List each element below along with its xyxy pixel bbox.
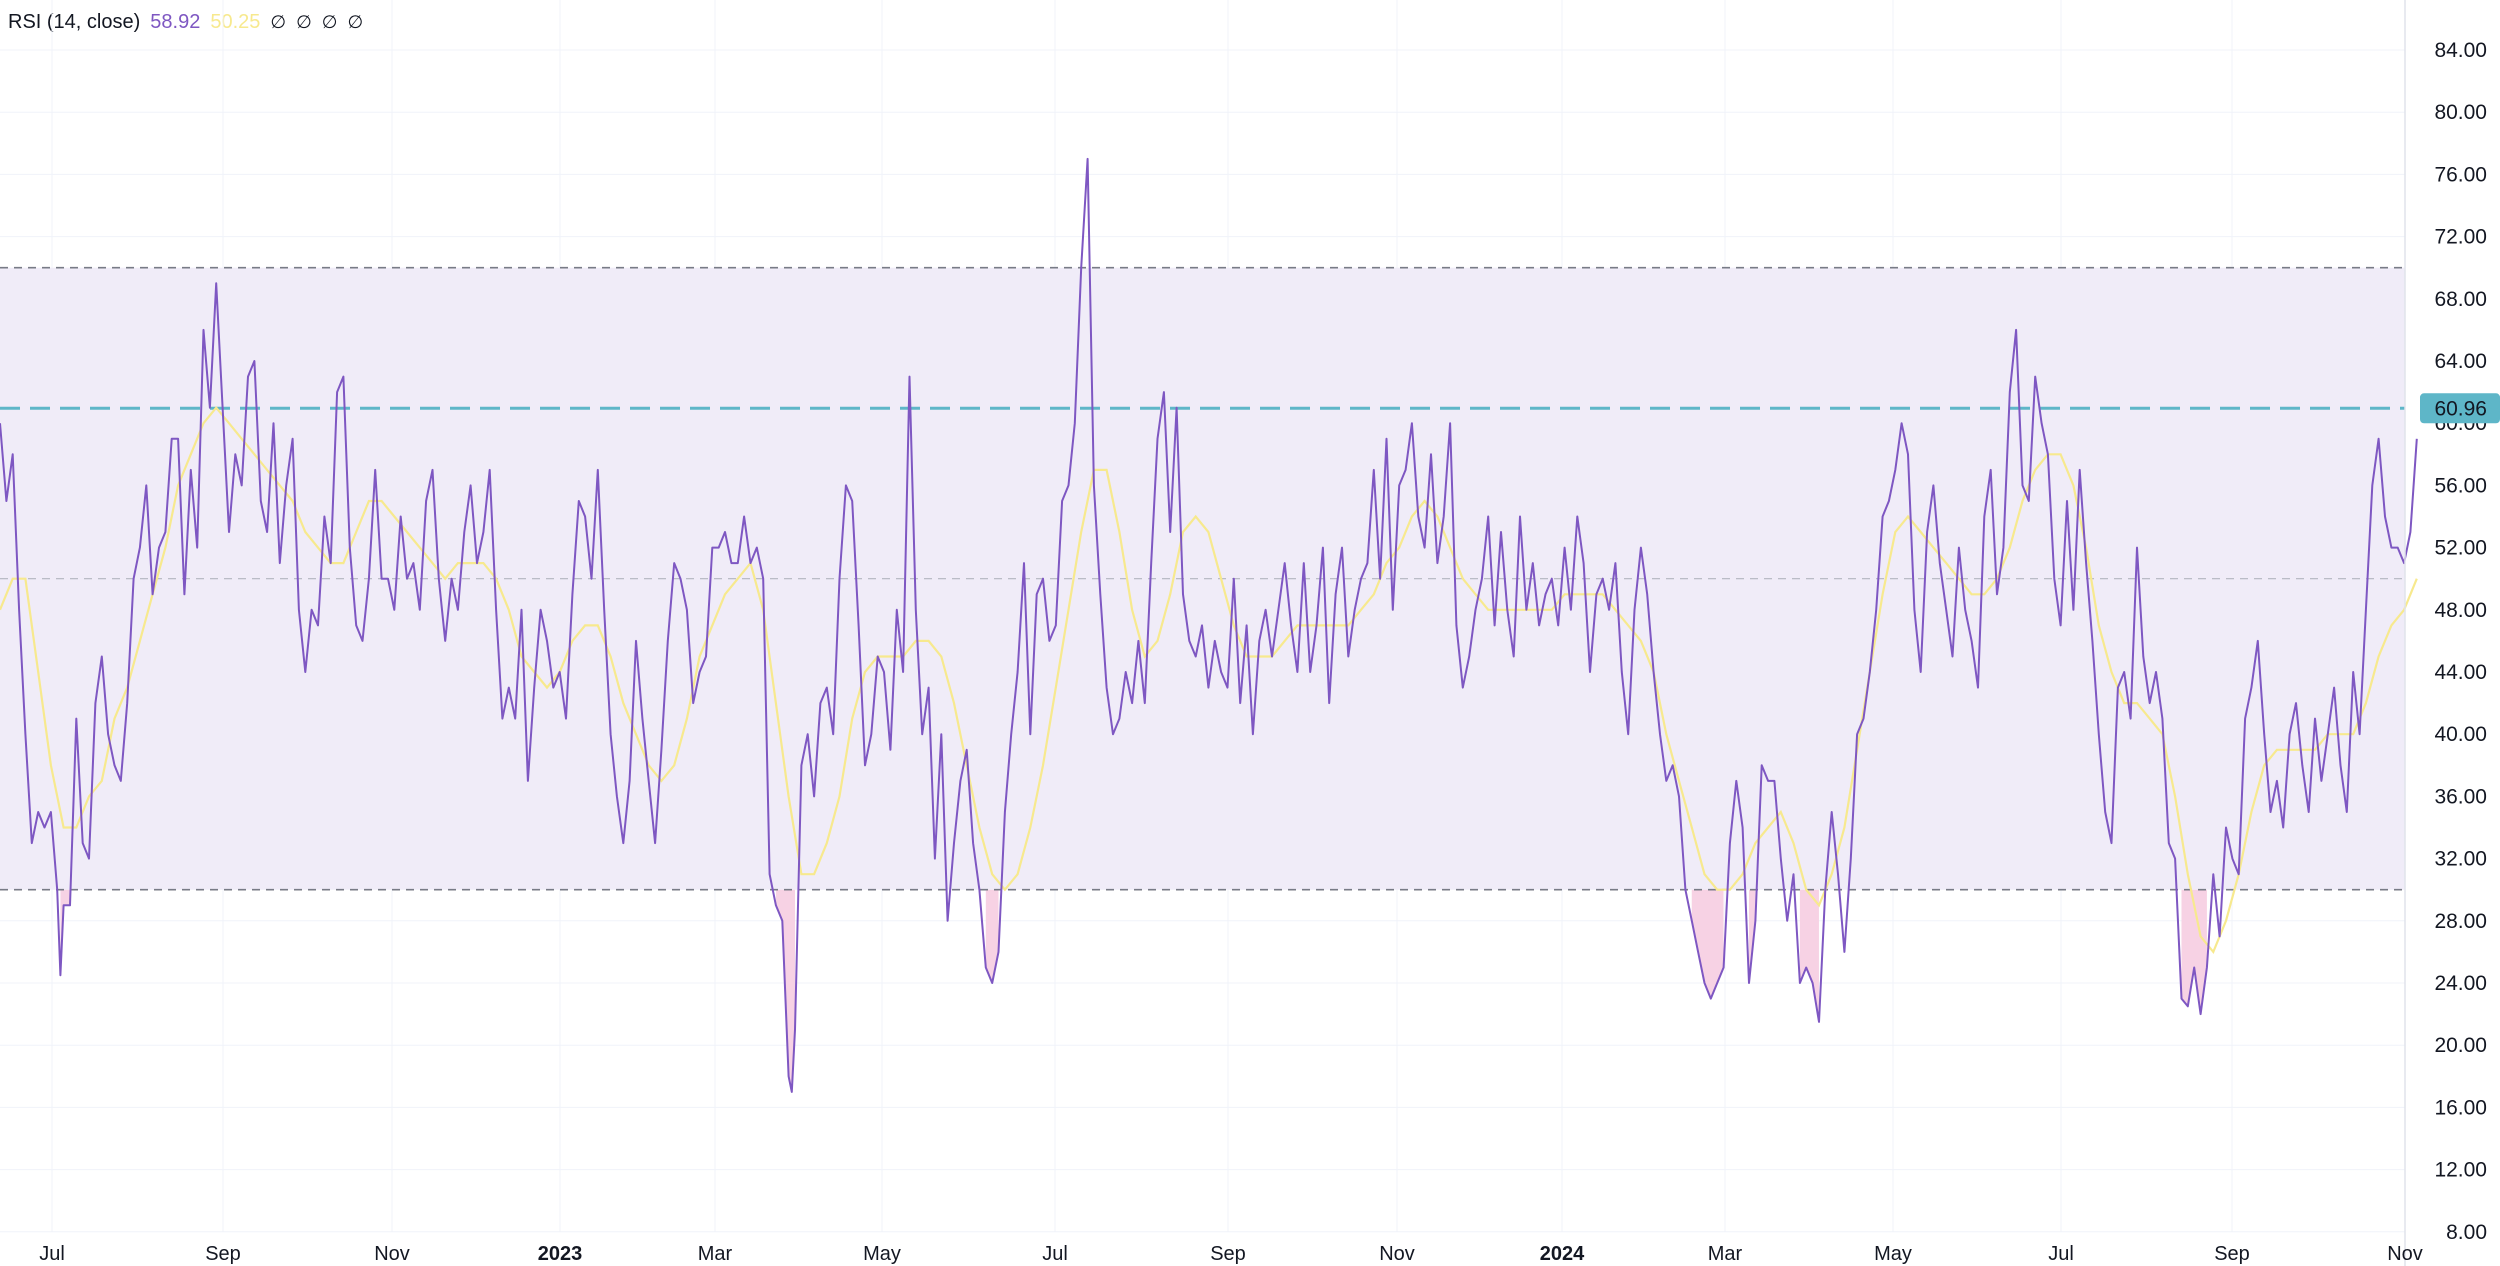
oversold-fills: [60, 889, 2207, 1092]
y-tick-label: 36.00: [2434, 785, 2487, 808]
x-tick-label: Nov: [374, 1243, 410, 1265]
rsi-value: 58.92: [150, 10, 201, 33]
indicator-title[interactable]: RSI (14, close): [8, 10, 141, 33]
y-tick-label: 8.00: [2446, 1221, 2487, 1244]
y-tick-label: 12.00: [2434, 1159, 2487, 1182]
rsi-line: [0, 157, 2418, 1093]
x-tick-label: Sep: [2214, 1243, 2250, 1265]
price-tag-label: 60.96: [2434, 397, 2487, 420]
band-lines: [0, 266, 2405, 891]
oversold-fill: [985, 889, 999, 983]
price-tag: 60.96: [2420, 393, 2500, 424]
x-tick-label: Jul: [2048, 1243, 2074, 1265]
x-tick-label: Jul: [39, 1243, 65, 1265]
na-value-4: ∅: [347, 11, 364, 32]
x-tick-label: Sep: [1210, 1243, 1246, 1265]
y-tick-label: 40.00: [2434, 723, 2487, 746]
x-tick-label: Nov: [1379, 1243, 1415, 1265]
x-tick-label: Mar: [698, 1243, 733, 1265]
price-tag-background: [2420, 393, 2500, 424]
na-value-1: ∅: [270, 11, 287, 32]
na-value-3: ∅: [321, 11, 338, 32]
x-tick-label: 2024: [1540, 1243, 1585, 1265]
x-tick-label: May: [863, 1243, 901, 1265]
x-tick-label: Mar: [1708, 1243, 1743, 1265]
y-tick-label: 56.00: [2434, 474, 2487, 497]
oversold-fill: [1691, 889, 1724, 999]
x-tick-label: May: [1874, 1243, 1912, 1265]
x-tick-label: Jul: [1042, 1243, 1068, 1265]
y-tick-label: 28.00: [2434, 910, 2487, 933]
y-tick-label: 68.00: [2434, 288, 2487, 311]
y-tick-label: 80.00: [2434, 101, 2487, 124]
rsi-ma-line: [0, 405, 2418, 955]
y-tick-label: 72.00: [2434, 226, 2487, 249]
x-tick-label: Sep: [205, 1243, 241, 1265]
y-tick-label: 64.00: [2434, 350, 2487, 373]
y-tick-label: 20.00: [2434, 1034, 2487, 1057]
y-tick-label: 84.00: [2434, 39, 2487, 62]
x-tick-label: 2023: [538, 1243, 583, 1265]
y-tick-label: 76.00: [2434, 163, 2487, 186]
y-tick-label: 52.00: [2434, 537, 2487, 560]
na-value-2: ∅: [296, 11, 312, 32]
x-tick-label: Nov: [2387, 1243, 2423, 1265]
y-tick-label: 32.00: [2434, 848, 2487, 871]
y-tick-label: 44.00: [2434, 661, 2487, 684]
time-axis[interactable]: Jul Sep Nov 2023 Mar May Jul Sep Nov 2024 Mar May Ju…: [39, 1243, 2423, 1265]
y-tick-label: 16.00: [2434, 1096, 2487, 1119]
price-axis[interactable]: 84.0080.0076.0072.0068.0064.0060.0056.00…: [2434, 39, 2487, 1244]
y-tick-label: 24.00: [2434, 972, 2487, 995]
oversold-fill: [2181, 889, 2207, 1015]
y-tick-label: 48.00: [2434, 599, 2487, 622]
